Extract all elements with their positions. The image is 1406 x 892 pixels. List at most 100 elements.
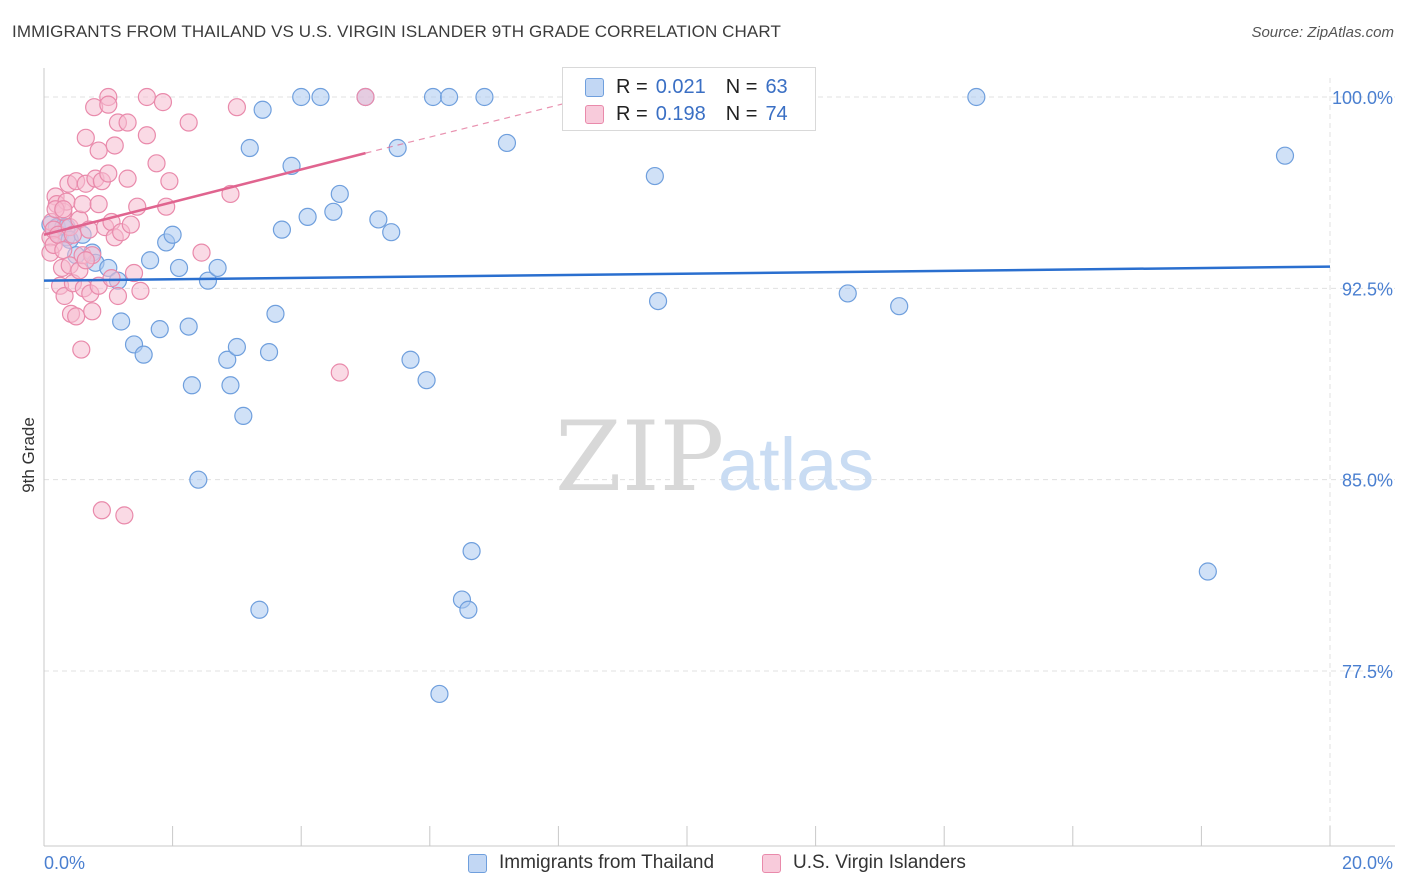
- data-point-thailand: [497, 133, 517, 153]
- data-point-virgin-islanders: [179, 113, 198, 132]
- data-point-virgin-islanders: [192, 243, 211, 262]
- data-point-thailand: [134, 345, 153, 364]
- data-point-thailand: [198, 271, 218, 290]
- data-point-virgin-islanders: [89, 195, 108, 214]
- data-point-thailand: [838, 284, 857, 303]
- data-point-thailand: [189, 470, 208, 489]
- legend-item-thailand[interactable]: Immigrants from Thailand: [468, 852, 714, 874]
- data-point-thailand: [218, 350, 237, 369]
- legend-r-value: 0.021: [655, 75, 706, 98]
- legend-swatch-pink: [585, 104, 604, 124]
- data-point-thailand: [890, 297, 909, 316]
- data-point-virgin-islanders: [54, 200, 73, 219]
- data-point-thailand: [112, 312, 131, 331]
- watermark: ZIP atlas: [555, 401, 874, 513]
- x-tick-label-max: 20.0%: [1342, 853, 1393, 873]
- legend-row-virgin-islanders: R = 0.198 N = 74: [585, 101, 788, 127]
- data-point-virgin-islanders: [89, 141, 108, 160]
- data-point-thailand: [169, 258, 189, 278]
- legend-n-label: N =: [725, 75, 758, 98]
- legend-r-label: R =: [616, 75, 648, 98]
- y-tick-label: 100.0%: [1332, 88, 1393, 108]
- data-point-thailand: [182, 376, 201, 395]
- data-point-virgin-islanders: [356, 87, 375, 107]
- data-point-virgin-islanders: [153, 93, 173, 112]
- legend-item-label: Immigrants from Thailand: [499, 852, 715, 873]
- data-point-virgin-islanders: [108, 286, 128, 306]
- data-point-thailand: [179, 317, 198, 336]
- legend-row-thailand: R = 0.021 N = 63: [585, 74, 788, 100]
- data-point-thailand: [475, 87, 494, 107]
- tick-labels: 77.5% 85.0% 92.5% 100.0% 0.0% 20.0%: [44, 88, 1393, 873]
- legend-swatch-blue: [585, 77, 604, 97]
- legend-r-value: 0.198: [655, 102, 706, 125]
- data-point-virgin-islanders: [76, 251, 95, 270]
- data-point-thailand: [292, 87, 311, 107]
- watermark-atlas: atlas: [718, 423, 874, 506]
- stats-legend: R = 0.021 N = 63 R = 0.198 N = 74: [562, 67, 816, 131]
- data-point-thailand: [234, 406, 253, 425]
- data-point-thailand: [967, 87, 986, 107]
- trend-line-virgin-islanders: [43, 151, 366, 236]
- data-point-virgin-islanders: [54, 240, 73, 260]
- data-point-thailand: [221, 376, 240, 395]
- chart-title: IMMIGRANTS FROM THAILAND VS U.S. VIRGIN …: [12, 22, 781, 41]
- grid-layer: [44, 78, 1395, 846]
- data-point-virgin-islanders: [72, 340, 91, 359]
- data-point-virgin-islanders: [83, 302, 102, 321]
- data-point-thailand: [140, 251, 160, 270]
- data-point-virgin-islanders: [157, 197, 176, 216]
- data-point-thailand: [240, 138, 259, 158]
- points-layer: [41, 87, 1295, 704]
- data-point-virgin-islanders: [92, 501, 111, 520]
- data-point-virgin-islanders: [121, 215, 140, 234]
- data-point-thailand: [266, 304, 285, 323]
- data-point-thailand: [439, 87, 459, 107]
- legend-swatch-pink: [762, 853, 781, 873]
- legend-item-virgin-islanders[interactable]: U.S. Virgin Islanders: [762, 852, 966, 874]
- x-tick-label-min: 0.0%: [44, 853, 85, 873]
- y-tick-label: 92.5%: [1342, 279, 1393, 299]
- data-point-thailand: [369, 210, 388, 229]
- data-point-thailand: [227, 337, 246, 357]
- data-point-thailand: [430, 684, 449, 704]
- data-point-virgin-islanders: [118, 169, 137, 188]
- source-label: Source: ZipAtlas.com: [1251, 24, 1394, 41]
- data-point-virgin-islanders: [102, 269, 121, 288]
- data-point-thailand: [382, 223, 401, 242]
- data-point-thailand: [253, 100, 272, 119]
- data-point-thailand: [163, 225, 182, 244]
- data-point-virgin-islanders: [105, 136, 124, 155]
- data-point-virgin-islanders: [99, 95, 118, 114]
- legend-r-label: R =: [616, 102, 648, 125]
- data-point-virgin-islanders: [76, 128, 95, 147]
- data-point-virgin-islanders: [67, 307, 86, 326]
- data-point-virgin-islanders: [118, 113, 137, 132]
- data-point-thailand: [459, 600, 478, 619]
- data-point-thailand: [324, 202, 343, 221]
- watermark-zip: ZIP: [555, 401, 724, 513]
- legend-n-label: N =: [725, 102, 758, 125]
- data-point-thailand: [648, 291, 668, 311]
- data-point-thailand: [388, 138, 407, 158]
- axis-layer: [43, 68, 1395, 847]
- data-point-virgin-islanders: [137, 87, 156, 107]
- data-point-virgin-islanders: [330, 363, 349, 382]
- data-point-virgin-islanders: [55, 286, 74, 306]
- y-tick-label: 77.5%: [1342, 662, 1393, 682]
- trend-layer: [43, 96, 1331, 282]
- trend-line-thailand: [43, 265, 1331, 282]
- data-point-thailand: [208, 258, 227, 278]
- data-point-virgin-islanders: [160, 172, 179, 191]
- data-point-thailand: [259, 343, 279, 362]
- legend-swatch-blue: [468, 853, 487, 873]
- data-point-virgin-islanders: [73, 195, 92, 214]
- data-point-thailand: [311, 87, 330, 107]
- data-point-thailand: [1275, 146, 1295, 165]
- data-point-virgin-islanders: [227, 98, 246, 117]
- data-point-virgin-islanders: [99, 164, 118, 183]
- data-point-virgin-islanders: [147, 154, 166, 173]
- legend-item-label: U.S. Virgin Islanders: [793, 852, 966, 873]
- legend-n-value: 74: [765, 102, 788, 125]
